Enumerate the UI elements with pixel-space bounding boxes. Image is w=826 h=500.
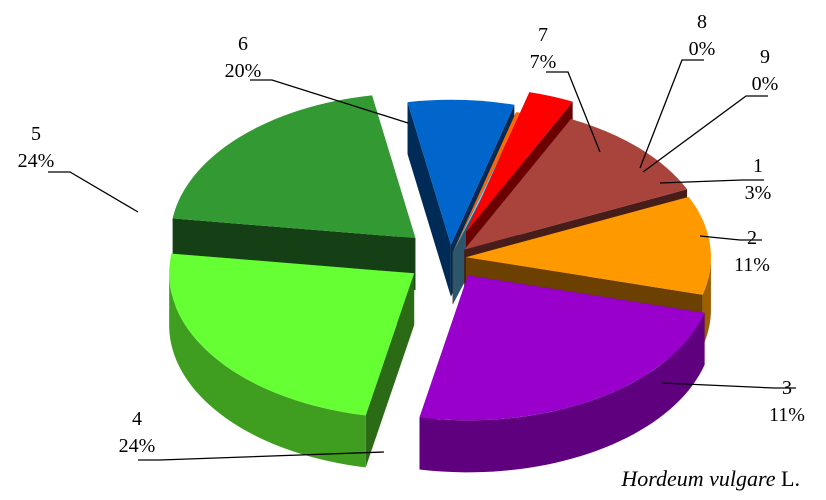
slice-2-top <box>464 119 688 250</box>
leader-line-2 <box>699 235 762 241</box>
pie-slices <box>169 92 711 473</box>
slice-labels: 1 3% 2 11% 3 11% 4 24% 5 24% 6 20% 7 7% 8 0% 9 0% <box>18 11 805 457</box>
slice-6-top <box>172 95 416 239</box>
slice-percent-8: 0% <box>689 38 716 60</box>
slice-label-5: 5 <box>31 123 41 145</box>
slice-7-top <box>407 99 515 245</box>
caption-authority: L. <box>781 466 800 491</box>
caption-species: Hordeum vulgare <box>621 466 776 491</box>
slice-label-3: 3 <box>782 377 792 399</box>
slice-percent-6: 20% <box>225 60 262 82</box>
slice-label-6: 6 <box>238 33 248 55</box>
slice-label-8: 8 <box>697 11 707 33</box>
leader-line-4 <box>138 451 385 461</box>
slice-percent-3: 11% <box>769 404 805 426</box>
slice-label-9: 9 <box>760 46 770 68</box>
leader-line-8 <box>639 59 704 169</box>
slice-3-edge <box>702 255 711 347</box>
slice-label-2: 2 <box>747 227 757 249</box>
slice-5 <box>169 253 415 468</box>
leader-line-7 <box>546 71 601 153</box>
slice-5-edge <box>169 275 366 468</box>
leader-line-1 <box>659 179 764 184</box>
slice-label-1: 1 <box>753 155 763 177</box>
leader-line-3 <box>661 382 796 389</box>
slice-percent-5: 24% <box>18 150 55 172</box>
slice-1-top <box>466 92 573 233</box>
slice-4 <box>419 275 705 473</box>
slice-percent-7: 7% <box>530 51 557 73</box>
leader-line-5 <box>48 171 139 213</box>
slice-label-4: 4 <box>132 408 142 430</box>
slice-8-top <box>452 112 522 253</box>
slice-percent-9: 0% <box>752 73 779 95</box>
slice-5-top <box>169 253 415 416</box>
chart-caption: Hordeum vulgare L. <box>621 466 800 492</box>
slice-percent-4: 24% <box>119 435 156 457</box>
slice-label-7: 7 <box>538 24 548 46</box>
leader-line-6 <box>250 79 409 124</box>
slice-4-top <box>419 275 705 421</box>
slice-4-edge <box>419 312 705 473</box>
leader-lines <box>48 59 796 461</box>
leader-line-9 <box>642 95 768 173</box>
slice-percent-1: 3% <box>745 182 772 204</box>
slice-percent-2: 11% <box>734 254 770 276</box>
slice-7-wall-0 <box>407 102 451 297</box>
slice-3-top <box>465 196 711 295</box>
